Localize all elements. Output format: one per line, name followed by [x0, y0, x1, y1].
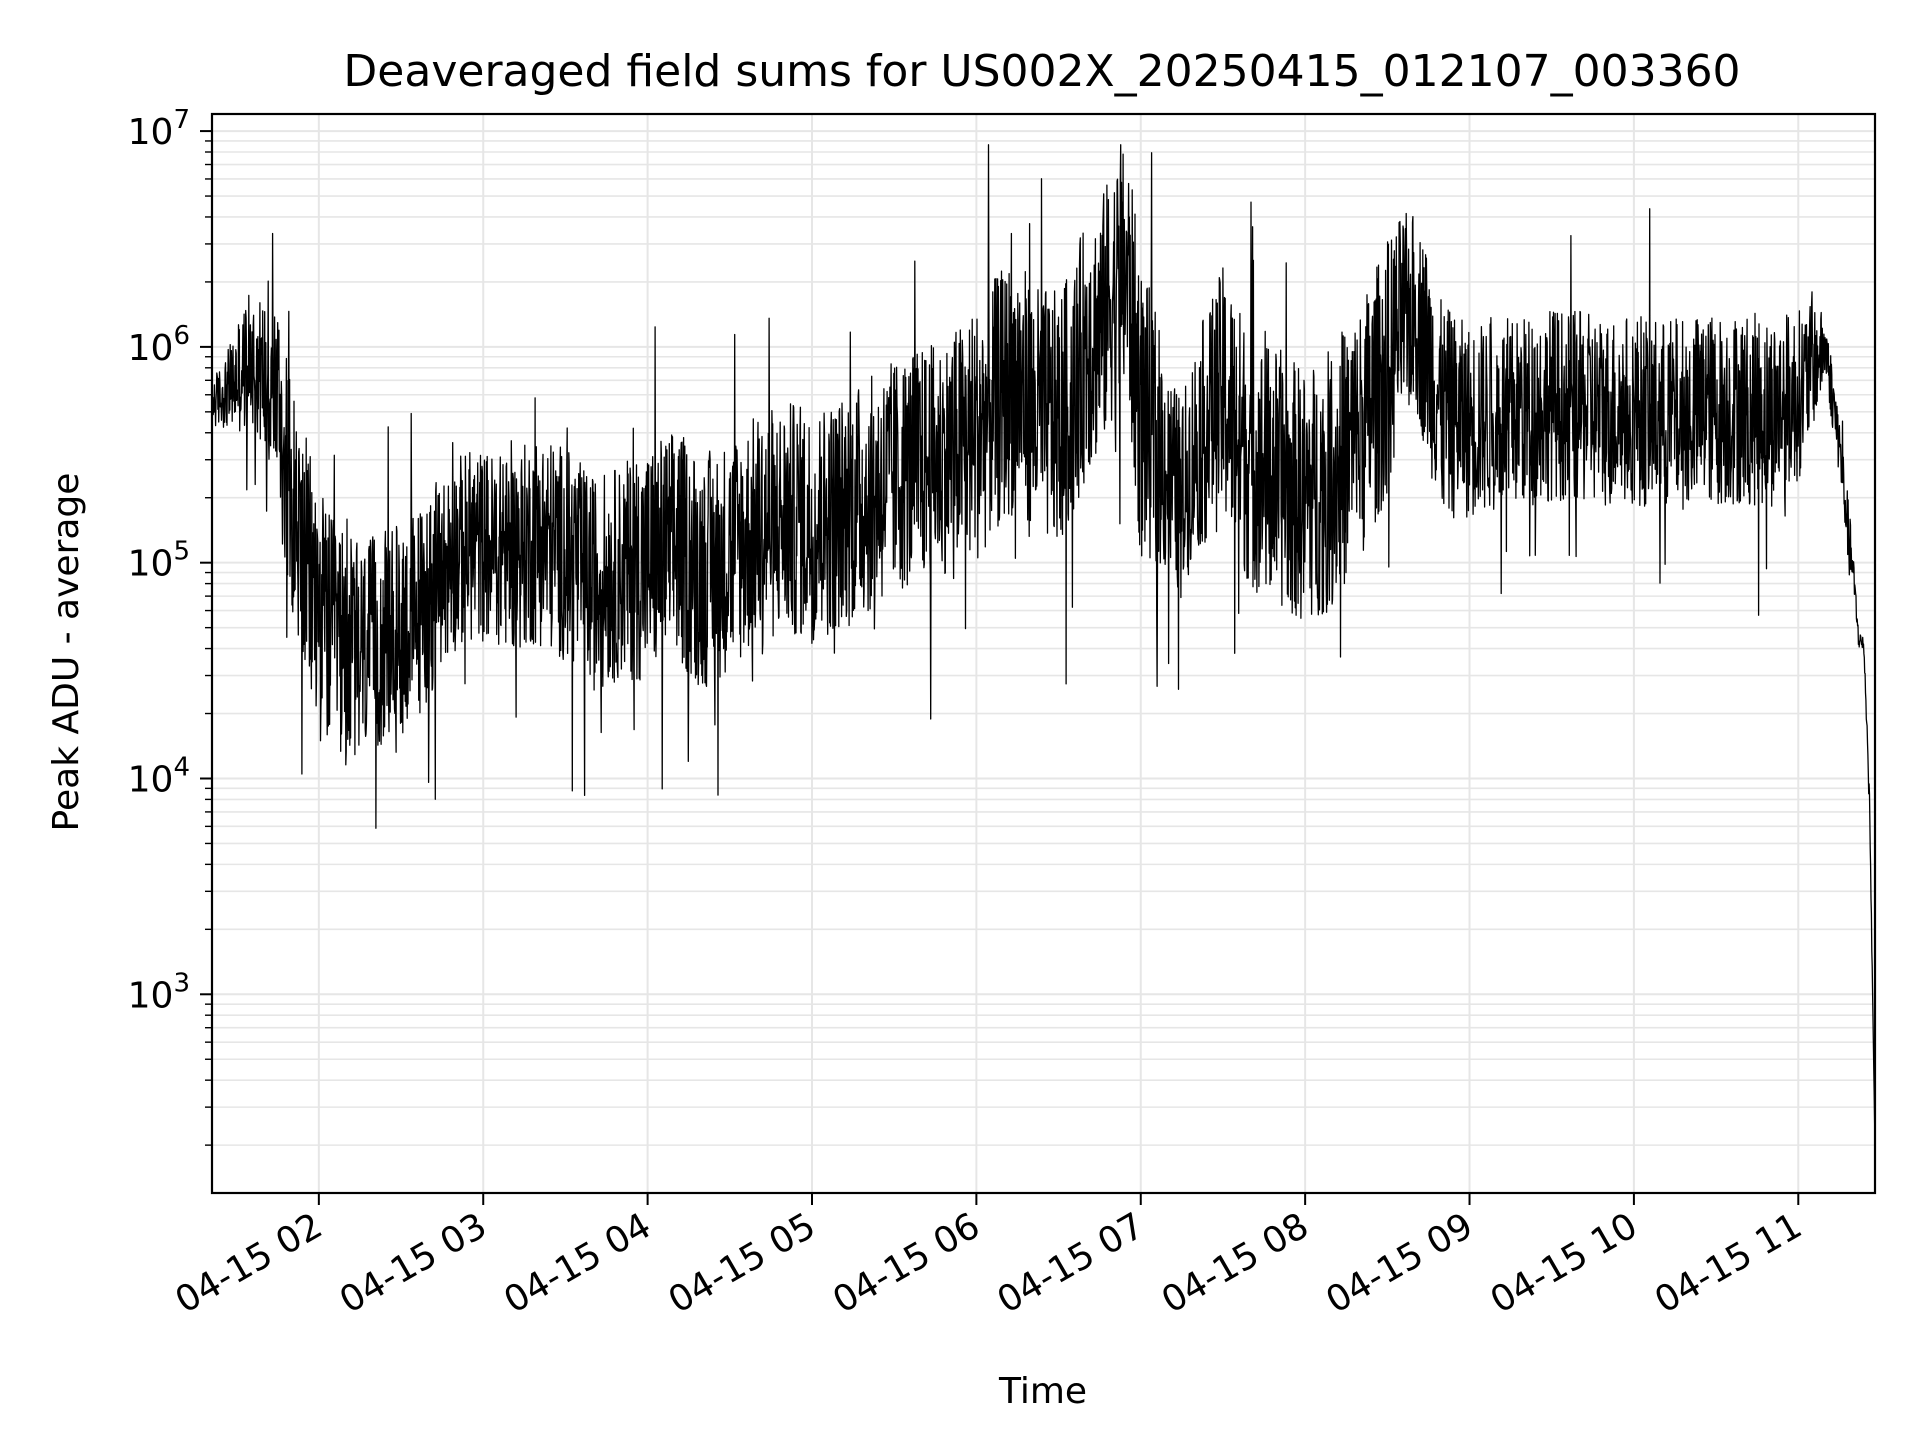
y-tick-label: 104: [128, 752, 190, 800]
y-tick-label: 105: [128, 537, 190, 585]
plot-frame: [210, 112, 1877, 1195]
x-axis-title: Time: [998, 1371, 1087, 1412]
y-tick-label: 103: [128, 968, 190, 1016]
y-tick-label: 107: [128, 105, 190, 153]
y-tick-label: 106: [128, 321, 190, 369]
chart-title: Deaveraged field sums for US002X_2025041…: [343, 46, 1740, 97]
y-axis-title: Peak ADU - average: [46, 473, 87, 832]
series-line: [211, 144, 1876, 1146]
series-layer: [211, 144, 1876, 1146]
